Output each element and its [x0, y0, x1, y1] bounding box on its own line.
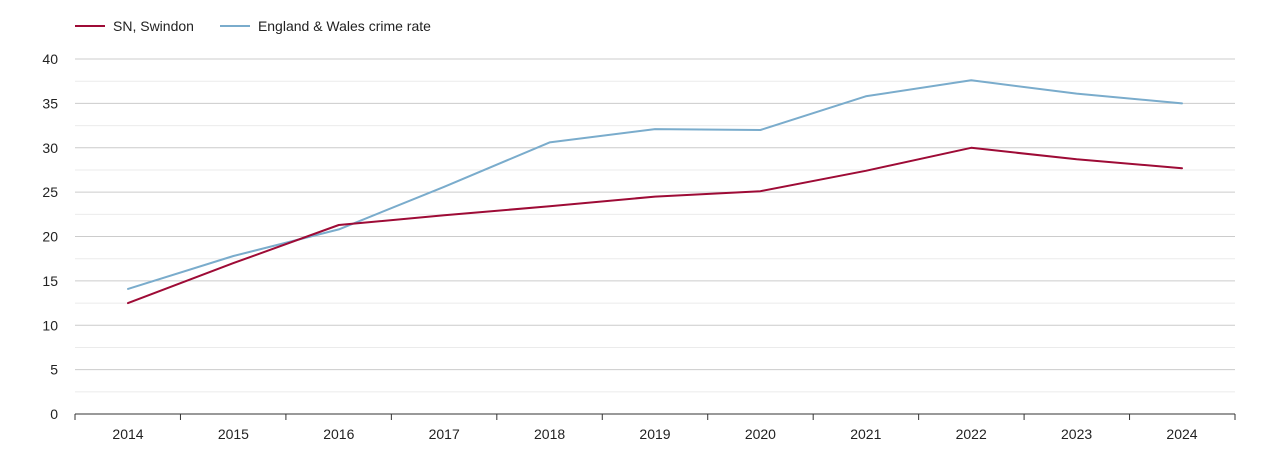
y-tick-label: 0	[50, 406, 58, 422]
series-line-england-wales[interactable]	[127, 79, 1183, 290]
y-tick-label: 15	[42, 273, 58, 289]
series-line-swindon[interactable]	[127, 146, 1183, 305]
x-tick-label: 2015	[218, 426, 249, 442]
x-tick-label: 2016	[323, 426, 354, 442]
legend-item-swindon[interactable]: SN, Swindon	[75, 18, 194, 34]
legend-label-england-wales: England & Wales crime rate	[257, 18, 431, 34]
y-tick-label: 20	[42, 229, 58, 245]
x-tick-label: 2021	[850, 426, 881, 442]
y-tick-label: 40	[42, 51, 58, 67]
gridlines	[75, 58, 1235, 393]
y-tick-label: 5	[50, 362, 58, 378]
legend-item-england-wales[interactable]: England & Wales crime rate	[219, 18, 431, 34]
x-tick-label: 2018	[534, 426, 565, 442]
x-tick-label: 2020	[745, 426, 776, 442]
y-tick-label: 35	[42, 95, 58, 111]
axes: 0 5 10 15 20 25 30 35 40 2014 2015 2016 2017 2018 2019…	[42, 51, 1236, 442]
x-tick-label: 2024	[1166, 426, 1197, 442]
legend-swatch-swindon	[75, 25, 105, 27]
y-tick-label: 30	[42, 140, 58, 156]
x-tick-label: 2019	[639, 426, 670, 442]
x-tick-label: 2014	[112, 426, 143, 442]
legend-swatch-england-wales	[219, 25, 250, 27]
x-tick-label: 2022	[956, 426, 987, 442]
y-tick-label: 25	[42, 184, 58, 200]
y-tick-label: 10	[42, 317, 58, 333]
legend-label-swindon: SN, Swindon	[113, 18, 194, 34]
chart-legend: SN, Swindon England & Wales crime rate	[75, 15, 457, 37]
x-tick-label: 2017	[429, 426, 460, 442]
series-lines	[127, 79, 1183, 305]
x-tick-label: 2023	[1061, 426, 1092, 442]
